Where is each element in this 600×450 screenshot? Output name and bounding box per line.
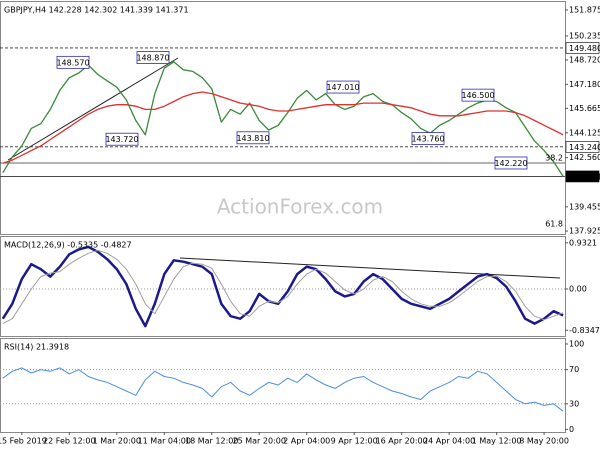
annotation-box — [236, 131, 270, 145]
y-tick-label: 137.925 — [569, 227, 600, 236]
series-line — [2, 61, 564, 177]
x-tick-label: 2 Apr 04:00 — [283, 437, 330, 446]
x-tick-label: 25 Mar 20:00 — [233, 437, 286, 446]
macd-trend-line — [179, 257, 561, 279]
y-tick-label: 151.875 — [569, 5, 600, 14]
pane-frame — [0, 236, 566, 337]
y-tick-label: 100 — [569, 339, 584, 348]
annotation-box — [136, 51, 170, 64]
pane-title: MACD(12,26,9) -0.5335 -0.4827 — [4, 241, 132, 250]
level-label: 143.240 — [569, 143, 600, 152]
series-line — [2, 249, 564, 325]
annotation-box — [461, 88, 495, 102]
level-label: 141.371 — [569, 172, 600, 181]
x-tick-label: 16 Apr 20:00 — [376, 437, 428, 446]
x-tick-label: 18 Mar 12:00 — [185, 437, 238, 446]
annotation-label: 146.500 — [461, 91, 494, 100]
y-tick-label: 0 — [569, 425, 574, 434]
x-tick-label: 1 May 12:00 — [472, 437, 522, 446]
series-line — [2, 91, 564, 164]
y-tick-label: 139.455 — [569, 202, 600, 211]
pane-frame — [0, 1, 566, 235]
x-tick-label: 8 May 20:00 — [519, 437, 569, 446]
y-tick-label: 0.9321 — [569, 238, 597, 247]
series-line — [2, 367, 564, 412]
annotation-label: 148.870 — [136, 54, 169, 63]
y-tick-label: 144.125 — [569, 128, 600, 137]
pane-title: RSI(14) 21.3918 — [4, 343, 69, 352]
y-tick-label: 147.180 — [569, 80, 600, 89]
annotation-box — [105, 132, 139, 146]
annotation-label: 143.810 — [236, 134, 269, 143]
annotation-label: 142.220 — [494, 159, 527, 168]
fib-label: 38.2 — [545, 154, 563, 163]
y-tick-label: -0.8347 — [569, 326, 600, 335]
annotation-label: 148.570 — [56, 58, 89, 67]
level-label: 149.480 — [569, 44, 600, 53]
x-tick-label: 9 Apr 12:00 — [331, 437, 378, 446]
level-box — [565, 141, 600, 153]
x-tick-label: 22 Feb 12:00 — [43, 437, 95, 446]
y-tick-label: 150.235 — [569, 31, 600, 40]
y-tick-label: 145.665 — [569, 104, 600, 113]
x-tick-label: 24 Apr 04:00 — [423, 437, 475, 446]
y-tick-label: 30 — [569, 399, 579, 408]
x-tick-label: 15 Feb 2019 — [0, 437, 47, 446]
x-tick-label: 11 Mar 04:00 — [138, 437, 191, 446]
annotation-box — [494, 156, 528, 170]
fib-label: 61.8 — [545, 220, 563, 229]
pane-title: GBPJPY,H4 142.228 142.302 141.339 141.37… — [4, 6, 189, 15]
y-tick-label: 142.560 — [569, 153, 600, 162]
annotation-label: 143.760 — [411, 135, 444, 144]
annotation-label: 147.010 — [326, 83, 359, 92]
trend-line — [7, 57, 179, 161]
annotation-box — [411, 132, 445, 145]
level-box — [565, 170, 600, 183]
level-box — [565, 42, 600, 54]
y-tick-label: 148.720 — [569, 55, 600, 64]
watermark: ActionForex.com — [217, 195, 383, 219]
annotation-box — [56, 55, 90, 69]
y-tick-label: 0.00 — [569, 284, 587, 293]
y-tick-label: 70 — [569, 365, 579, 374]
annotation-box — [326, 80, 360, 94]
annotation-label: 143.720 — [105, 135, 138, 144]
pane-frame — [0, 338, 566, 433]
x-tick-label: 1 Mar 20:00 — [93, 437, 141, 446]
